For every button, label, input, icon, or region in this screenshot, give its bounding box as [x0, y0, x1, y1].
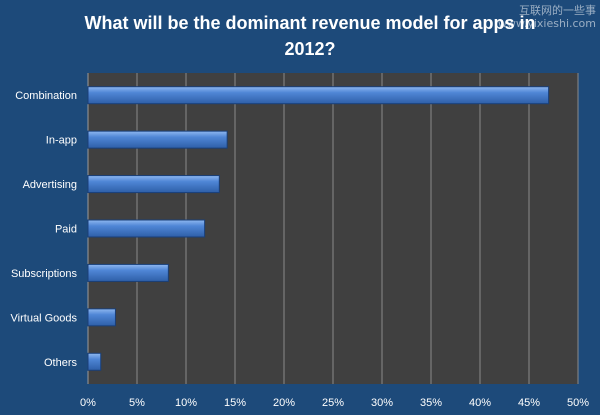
x-tick-label: 5% — [129, 397, 145, 409]
x-tick-label: 10% — [175, 397, 197, 409]
watermark-text: 互联网的一些事 — [519, 4, 596, 17]
y-category-label: Virtual Goods — [11, 312, 78, 324]
chart-title: What will be the dominant revenue model … — [84, 13, 536, 59]
bar-combination — [87, 86, 550, 105]
y-category-label: Paid — [55, 224, 77, 236]
x-tick-label: 0% — [80, 397, 96, 409]
y-category-label: Combination — [15, 90, 77, 102]
bar-in-app — [87, 130, 228, 149]
bar-virtual-goods — [87, 308, 116, 327]
x-tick-label: 50% — [567, 397, 589, 409]
x-tick-label: 40% — [469, 397, 491, 409]
x-tick-label: 25% — [322, 397, 344, 409]
y-category-label: In-app — [46, 135, 77, 147]
x-tick-label: 45% — [518, 397, 540, 409]
y-category-label: Advertising — [23, 179, 77, 191]
y-category-label: Subscriptions — [11, 268, 78, 280]
bar-others — [87, 352, 102, 371]
x-tick-label: 35% — [420, 397, 442, 409]
watermark: 互联网的一些事 www.yixieshi.com — [498, 4, 596, 30]
bar-advertising — [87, 175, 220, 194]
watermark-url: www.yixieshi.com — [497, 17, 596, 30]
x-tick-label: 15% — [224, 397, 246, 409]
bar-paid — [87, 219, 206, 238]
x-tick-label: 30% — [371, 397, 393, 409]
x-tick-label: 20% — [273, 397, 295, 409]
bar-subscriptions — [87, 263, 169, 282]
y-category-label: Others — [44, 357, 78, 369]
